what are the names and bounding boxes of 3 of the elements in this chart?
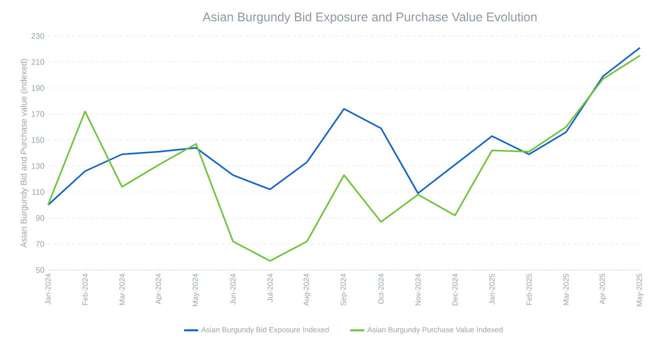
chart-title: Asian Burgundy Bid Exposure and Purchase Value Evolution [202, 12, 537, 24]
y-axis-title: Asian Burgundy Bid and Purchase value (indexed) [20, 58, 28, 248]
line-series [47, 54, 641, 262]
